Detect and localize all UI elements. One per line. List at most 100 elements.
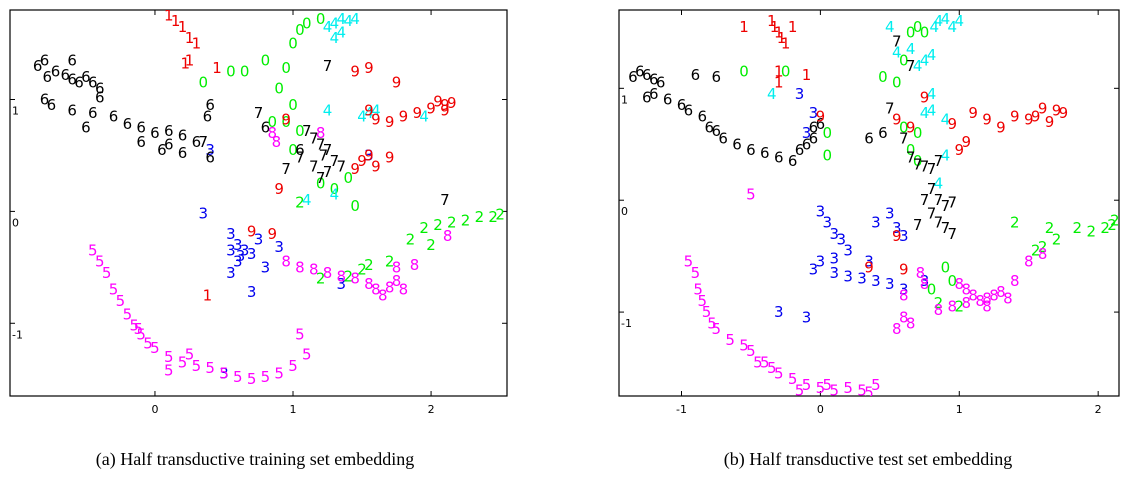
digit-point-8: 8 [350, 270, 360, 288]
digit-point-8: 8 [961, 281, 971, 299]
y-tick-label: 1 [621, 93, 628, 106]
digit-point-8: 8 [948, 297, 958, 315]
digit-point-2: 2 [316, 270, 326, 288]
digit-point-0: 0 [330, 180, 340, 198]
digit-point-6: 6 [164, 135, 174, 153]
digit-point-5: 5 [233, 368, 243, 386]
digit-point-3: 3 [226, 264, 236, 282]
digit-point-1: 1 [185, 29, 195, 47]
digit-point-4: 4 [955, 12, 965, 30]
digit-point-7: 7 [316, 169, 326, 187]
digit-point-8: 8 [989, 286, 999, 304]
digit-point-9: 9 [364, 102, 374, 120]
digit-point-6: 6 [746, 141, 756, 159]
digit-point-2: 2 [364, 256, 374, 274]
digit-point-2: 2 [1010, 214, 1020, 232]
digit-point-8: 8 [378, 286, 388, 304]
digit-point-6: 6 [67, 70, 77, 88]
chart-caption: (b) Half transductive test set embedding [724, 449, 1012, 470]
digit-point-4: 4 [913, 57, 923, 75]
digit-point-1: 1 [212, 59, 222, 77]
digit-point-5: 5 [88, 242, 98, 260]
digit-point-9: 9 [906, 118, 916, 136]
digit-point-6: 6 [81, 68, 91, 86]
digit-point-3: 3 [857, 270, 867, 288]
digit-point-7: 7 [948, 193, 958, 211]
digit-point-7: 7 [199, 133, 209, 151]
digit-point-3: 3 [802, 124, 812, 142]
digit-point-9: 9 [281, 111, 291, 129]
digit-point-4: 4 [941, 146, 951, 164]
digit-point-0: 0 [316, 174, 326, 192]
digit-point-9: 9 [447, 94, 457, 112]
digit-point-5: 5 [711, 320, 721, 338]
digit-point-9: 9 [968, 104, 978, 122]
digit-point-6: 6 [698, 107, 708, 125]
digit-point-1: 1 [185, 51, 195, 69]
digit-point-6: 6 [74, 74, 84, 92]
digit-point-5: 5 [134, 320, 144, 338]
digit-point-3: 3 [920, 272, 930, 290]
digit-point-2: 2 [419, 219, 429, 237]
digit-point-9: 9 [268, 225, 278, 243]
digit-point-3: 3 [823, 214, 833, 232]
digit-point-6: 6 [663, 91, 673, 109]
digit-point-6: 6 [136, 118, 146, 136]
digit-point-3: 3 [816, 253, 826, 271]
digit-point-4: 4 [337, 10, 347, 28]
digit-point-5: 5 [295, 325, 305, 343]
digit-point-1: 1 [171, 12, 181, 30]
digit-point-5: 5 [129, 317, 139, 335]
digit-point-6: 6 [878, 124, 888, 142]
digit-point-0: 0 [240, 63, 250, 81]
digit-point-9: 9 [412, 104, 422, 122]
digit-point-4: 4 [330, 186, 340, 204]
digit-point-7: 7 [948, 225, 958, 243]
digit-point-2: 2 [295, 193, 305, 211]
digit-point-2: 2 [433, 216, 443, 234]
digit-point-6: 6 [47, 96, 57, 114]
digit-point-6: 6 [635, 63, 645, 81]
digit-point-3: 3 [795, 85, 805, 103]
digit-point-6: 6 [81, 118, 91, 136]
digit-point-3: 3 [809, 261, 819, 279]
digit-point-5: 5 [164, 361, 174, 379]
digit-point-9: 9 [247, 223, 257, 241]
digit-point-9: 9 [392, 74, 402, 92]
digit-point-8: 8 [410, 256, 420, 274]
digit-point-3: 3 [240, 242, 250, 260]
digit-point-1: 1 [788, 18, 798, 36]
digit-point-7: 7 [920, 191, 930, 209]
digit-point-8: 8 [1024, 253, 1034, 271]
digit-point-9: 9 [955, 141, 965, 159]
digit-point-7: 7 [323, 141, 333, 159]
digit-point-5: 5 [691, 264, 701, 282]
digit-point-1: 1 [181, 55, 191, 73]
digit-point-5: 5 [698, 292, 708, 310]
digit-point-8: 8 [316, 124, 326, 142]
digit-point-5: 5 [702, 303, 712, 321]
digit-point-5: 5 [185, 346, 195, 364]
digit-point-0: 0 [906, 141, 916, 159]
digit-point-0: 0 [878, 68, 888, 86]
digit-point-3: 3 [226, 242, 236, 260]
digit-point-6: 6 [732, 135, 742, 153]
x-tick-label: 0 [151, 403, 158, 416]
digit-point-3: 3 [899, 227, 909, 245]
digit-point-4: 4 [330, 29, 340, 47]
digit-point-1: 1 [777, 29, 787, 47]
digit-point-6: 6 [642, 66, 652, 84]
digit-point-6: 6 [642, 88, 652, 106]
digit-point-6: 6 [157, 141, 167, 159]
digit-point-6: 6 [43, 68, 53, 86]
digit-point-9: 9 [816, 107, 826, 125]
digit-point-5: 5 [136, 325, 146, 343]
digit-point-9: 9 [920, 88, 930, 106]
digit-point-7: 7 [337, 158, 347, 176]
digit-point-9: 9 [440, 96, 450, 114]
digit-point-7: 7 [927, 160, 937, 178]
digit-point-5: 5 [746, 342, 756, 360]
plot-frame [9, 9, 508, 397]
